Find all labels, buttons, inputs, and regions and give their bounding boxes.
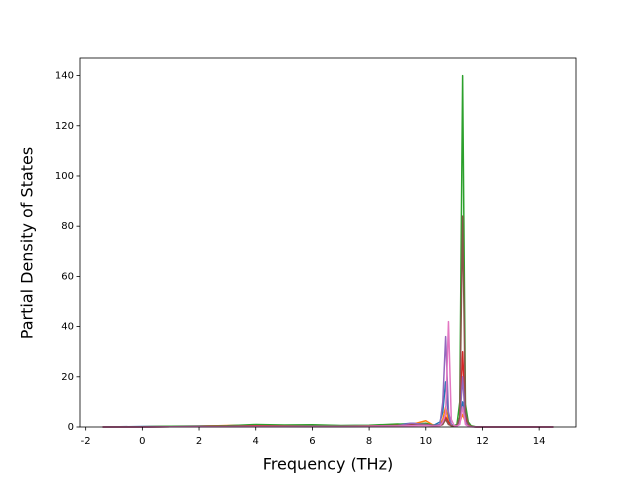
- pdos-line: [102, 350, 554, 428]
- pdos-line: [102, 215, 554, 428]
- y-tick-label: 80: [61, 221, 74, 232]
- x-axis-label: Frequency (THz): [263, 455, 393, 474]
- y-tick-label: 100: [55, 171, 74, 182]
- x-tick-label: 0: [139, 436, 145, 447]
- x-tick-label: 10: [419, 436, 432, 447]
- x-tick-label: 12: [476, 436, 489, 447]
- plot-frame: [79, 57, 577, 428]
- pdos-line: [102, 320, 554, 428]
- x-tick-label: 4: [253, 436, 259, 447]
- y-tick-label: 120: [55, 121, 74, 132]
- x-tick-label: 14: [533, 436, 546, 447]
- pdos-line: [102, 406, 554, 428]
- y-tick-label: 60: [61, 271, 74, 282]
- pdos-line: [102, 335, 554, 428]
- pdos-line: [102, 381, 554, 428]
- x-tick-label: -2: [81, 436, 91, 447]
- x-tick-label: 8: [366, 436, 372, 447]
- x-tick-label: 2: [196, 436, 202, 447]
- y-tick-label: 40: [61, 322, 74, 333]
- x-tick-label: 6: [309, 436, 315, 447]
- y-tick-label: 20: [61, 372, 74, 383]
- pdos-line: [102, 74, 554, 428]
- y-tick-label: 140: [55, 71, 74, 82]
- y-axis-label: Partial Density of States: [18, 147, 37, 339]
- y-tick-label: 0: [68, 422, 74, 433]
